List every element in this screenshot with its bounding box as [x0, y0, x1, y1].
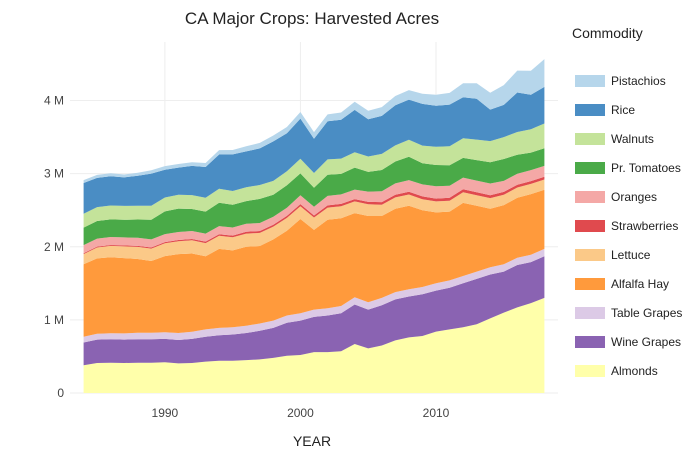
legend-swatch-pr-tomatoes[interactable] [575, 162, 605, 174]
legend-swatch-table-grapes[interactable] [575, 307, 605, 319]
legend-label-pistachios[interactable]: Pistachios [611, 74, 666, 88]
x-axis-title: YEAR [293, 433, 331, 449]
area-strawberries[interactable] [83, 176, 545, 255]
area-oranges[interactable] [83, 165, 545, 254]
legend-label-table-grapes[interactable]: Table Grapes [611, 306, 682, 320]
legend-label-alfalfa-hay[interactable]: Alfalfa Hay [611, 277, 669, 291]
area-lettuce[interactable] [83, 179, 545, 265]
legend-label-wine-grapes[interactable]: Wine Grapes [611, 335, 681, 349]
legend-title: Commodity [572, 25, 643, 41]
area-pr-tomatoes[interactable] [83, 148, 545, 246]
legend-swatch-rice[interactable] [575, 104, 605, 116]
legend: Pistachios Rice Walnuts Pr. Tomatoes Oranges… [575, 74, 682, 378]
y-tick-label: 3 M [44, 167, 64, 181]
legend-swatch-pistachios[interactable] [575, 75, 605, 87]
y-tick-label: 4 M [44, 94, 64, 108]
legend-swatch-oranges[interactable] [575, 191, 605, 203]
legend-label-lettuce[interactable]: Lettuce [611, 248, 651, 262]
x-tick-label: 2010 [423, 406, 450, 420]
legend-label-strawberries[interactable]: Strawberries [611, 219, 678, 233]
legend-label-oranges[interactable]: Oranges [611, 190, 657, 204]
area-wine-grapes[interactable] [83, 256, 545, 366]
legend-label-almonds[interactable]: Almonds [611, 364, 658, 378]
area-alfalfa-hay[interactable] [83, 189, 545, 337]
legend-swatch-alfalfa-hay[interactable] [575, 278, 605, 290]
legend-swatch-walnuts[interactable] [575, 133, 605, 145]
legend-swatch-strawberries[interactable] [575, 220, 605, 232]
legend-swatch-almonds[interactable] [575, 365, 605, 377]
area-almonds[interactable] [83, 297, 545, 393]
axis-ticks: 0 1 M 2 M 3 M 4 M 1990 2000 2010 [44, 94, 450, 421]
x-tick-label: 2000 [287, 406, 314, 420]
areas [83, 59, 545, 393]
legend-label-walnuts[interactable]: Walnuts [611, 132, 654, 146]
legend-label-pr-tomatoes[interactable]: Pr. Tomatoes [611, 161, 681, 175]
y-tick-label: 0 [57, 386, 64, 400]
area-rice[interactable] [83, 86, 545, 214]
y-tick-label: 1 M [44, 313, 64, 327]
legend-swatch-lettuce[interactable] [575, 249, 605, 261]
legend-swatch-wine-grapes[interactable] [575, 336, 605, 348]
x-tick-label: 1990 [152, 406, 179, 420]
area-walnuts[interactable] [83, 123, 545, 228]
legend-label-rice[interactable]: Rice [611, 103, 635, 117]
y-tick-label: 2 M [44, 240, 64, 254]
chart-title: CA Major Crops: Harvested Acres [185, 9, 439, 28]
